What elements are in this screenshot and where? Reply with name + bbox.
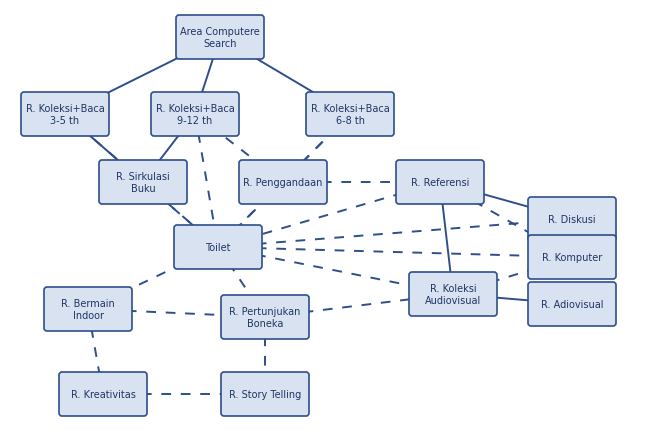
FancyBboxPatch shape: [151, 93, 239, 137]
FancyBboxPatch shape: [528, 283, 616, 326]
FancyBboxPatch shape: [221, 295, 309, 339]
FancyBboxPatch shape: [99, 161, 187, 204]
Text: R. Koleksi
Audiovisual: R. Koleksi Audiovisual: [425, 283, 481, 306]
FancyBboxPatch shape: [174, 226, 262, 270]
Text: R. Koleksi+Baca
6-8 th: R. Koleksi+Baca 6-8 th: [311, 104, 389, 126]
FancyBboxPatch shape: [528, 197, 616, 241]
Text: R. Referensi: R. Referensi: [411, 178, 469, 187]
FancyBboxPatch shape: [306, 93, 394, 137]
FancyBboxPatch shape: [239, 161, 327, 204]
FancyBboxPatch shape: [396, 161, 484, 204]
FancyBboxPatch shape: [59, 372, 147, 416]
Text: R. Adiovisual: R. Adiovisual: [541, 299, 603, 309]
Text: R. Komputer: R. Komputer: [542, 253, 602, 263]
Text: R. Kreativitas: R. Kreativitas: [70, 389, 136, 399]
Text: R. Story Telling: R. Story Telling: [229, 389, 301, 399]
Text: R. Pertunjukan
Boneka: R. Pertunjukan Boneka: [229, 306, 301, 329]
FancyBboxPatch shape: [409, 273, 497, 316]
Text: R. Penggandaan: R. Penggandaan: [244, 178, 323, 187]
Text: R. Sirkulasi
Buku: R. Sirkulasi Buku: [116, 171, 170, 194]
Text: Toilet: Toilet: [205, 243, 231, 253]
Text: R. Koleksi+Baca
9-12 th: R. Koleksi+Baca 9-12 th: [156, 104, 234, 126]
Text: R. Koleksi+Baca
3-5 th: R. Koleksi+Baca 3-5 th: [25, 104, 105, 126]
Text: R. Bermain
Indoor: R. Bermain Indoor: [61, 298, 115, 320]
FancyBboxPatch shape: [528, 236, 616, 279]
Text: R. Diskusi: R. Diskusi: [548, 214, 596, 224]
FancyBboxPatch shape: [44, 287, 132, 331]
FancyBboxPatch shape: [21, 93, 109, 137]
FancyBboxPatch shape: [176, 16, 264, 60]
FancyBboxPatch shape: [221, 372, 309, 416]
Text: Area Computere
Search: Area Computere Search: [180, 27, 260, 49]
